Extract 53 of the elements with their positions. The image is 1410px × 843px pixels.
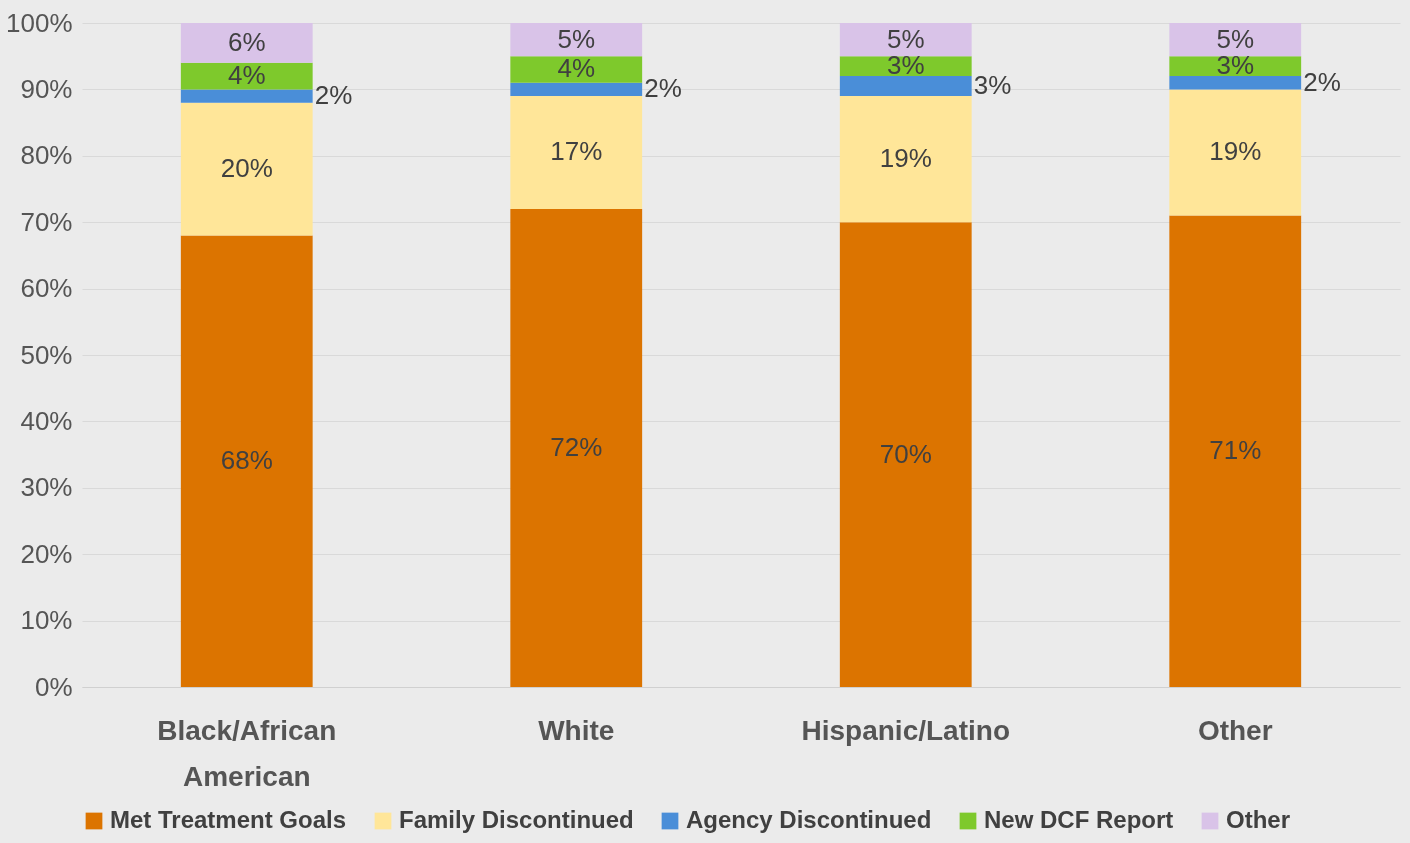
legend-label: New DCF Report xyxy=(984,806,1174,833)
bar xyxy=(180,235,313,687)
bar xyxy=(839,76,972,97)
legend-label: Family Discontinued xyxy=(399,806,634,833)
bar xyxy=(1169,23,1302,57)
data-label: 19% xyxy=(1209,136,1262,167)
data-label: 2% xyxy=(314,80,353,111)
bar xyxy=(510,56,643,83)
data-label: 2% xyxy=(1303,66,1341,97)
x-tick-label: Other xyxy=(1197,714,1273,746)
data-label: 71% xyxy=(1209,435,1262,466)
bar xyxy=(510,208,643,687)
bar xyxy=(180,23,313,63)
data-label: 17% xyxy=(550,136,603,167)
legend-label: Other xyxy=(1226,806,1291,833)
data-label: 4% xyxy=(557,53,596,84)
data-label: 70% xyxy=(879,438,932,469)
y-tick-label: 60% xyxy=(20,273,73,304)
y-tick-label: 90% xyxy=(20,73,73,104)
y-tick-label: 40% xyxy=(20,405,73,436)
y-tick-label: 80% xyxy=(20,140,73,171)
data-label: 20% xyxy=(220,153,273,184)
legend-label: Agency Discontinued xyxy=(686,806,932,833)
y-tick-label: 70% xyxy=(20,206,73,237)
y-tick-label: 30% xyxy=(20,472,73,503)
data-label: 68% xyxy=(220,445,273,476)
bar xyxy=(1169,215,1302,687)
y-tick-label: 100% xyxy=(6,7,73,38)
bar xyxy=(1169,76,1302,90)
data-label: 5% xyxy=(557,23,596,54)
data-label: 4% xyxy=(227,60,266,91)
bar xyxy=(1169,89,1302,216)
bar xyxy=(180,102,313,236)
legend-label: Met Treatment Goals xyxy=(110,806,347,833)
y-tick-label: 50% xyxy=(20,339,73,370)
x-tick-label: Hispanic/Latino xyxy=(801,714,1010,746)
y-tick-label: 10% xyxy=(20,605,73,636)
y-tick-label: 20% xyxy=(20,538,73,569)
bar xyxy=(839,222,972,687)
data-label: 72% xyxy=(550,431,603,462)
bar xyxy=(839,23,972,57)
data-label: 19% xyxy=(879,143,932,174)
data-label: 3% xyxy=(973,70,1012,101)
bar xyxy=(180,89,313,103)
y-tick-label: 0% xyxy=(34,671,73,702)
data-label: 6% xyxy=(227,26,266,57)
bar xyxy=(510,82,643,97)
data-label: 2% xyxy=(644,73,682,104)
bar xyxy=(510,23,643,57)
bar xyxy=(510,96,643,209)
bar xyxy=(839,96,972,223)
x-tick-label: Black/African American xyxy=(157,714,337,792)
x-tick-label: White xyxy=(538,714,615,746)
